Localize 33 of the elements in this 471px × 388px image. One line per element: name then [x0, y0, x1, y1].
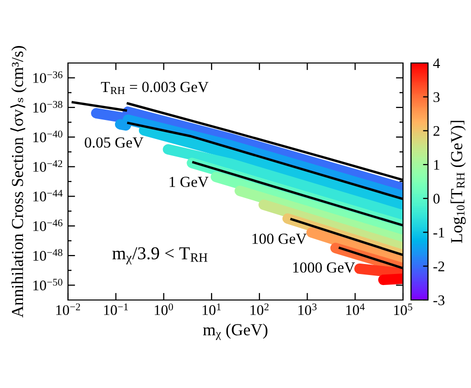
series-label: 100 GeV — [252, 234, 307, 244]
series-label: 0.05 GeV — [84, 137, 144, 148]
x-tick-label: 10$^{4}$ — [346, 303, 365, 316]
y-tick-label: 10$^{−42}$ — [33, 160, 62, 172]
color-bar-label: -2 — [433, 262, 444, 272]
annotation: m$_{χ}$/3.9 < T$_{RH}$ — [112, 247, 208, 264]
series-label: 1000 GeV — [293, 262, 355, 273]
x-tick-label: 10$^{0}$ — [154, 303, 173, 316]
color-bar-label: 2 — [434, 126, 440, 136]
x-tick-label: 10$^{2}$ — [250, 303, 269, 316]
y-tick-label: 10$^{−46}$ — [33, 219, 62, 232]
x-tick-label: 10$^{1}$ — [202, 303, 221, 316]
series-label: 1 GeV — [170, 176, 208, 188]
y-tick-label: 10$^{−50}$ — [33, 278, 62, 290]
legend-label: T$_{RH}$ = 0.003 GeV — [101, 82, 209, 94]
y-tick-label: 10$^{−40}$ — [33, 130, 62, 142]
color-bar-label: 1 — [434, 160, 440, 170]
y-tick-label: 10$^{−38}$ — [33, 100, 62, 113]
y-tick-label: 10$^{−48}$ — [33, 249, 62, 261]
color-bar-title: Log$_{10}$[T$_{RH}$ (GeV)] — [450, 120, 466, 243]
color-bar-label: 3 — [434, 92, 440, 102]
x-tick-label: 10$^{−2}$ — [56, 303, 80, 316]
x-axis-title: m$_{χ}$ (GeV) — [203, 324, 268, 340]
x-tick-label: 10$^{−1}$ — [104, 303, 128, 316]
color-bar-label: 4 — [433, 58, 440, 68]
color-bar-label: -3 — [433, 295, 444, 306]
x-tick-label: 10$^{5}$ — [394, 304, 412, 316]
color-bar-label: 0 — [433, 194, 440, 204]
y-tick-label: 10$^{−36}$ — [33, 71, 62, 83]
x-tick-label: 10$^{3}$ — [298, 303, 317, 316]
y-axis-title: Annihilation Cross Section ⟨σv⟩ₛ (cm³/s) — [10, 46, 27, 318]
color-bar-label: -1 — [433, 228, 444, 238]
y-tick-label: 10$^{−44}$ — [33, 190, 63, 202]
